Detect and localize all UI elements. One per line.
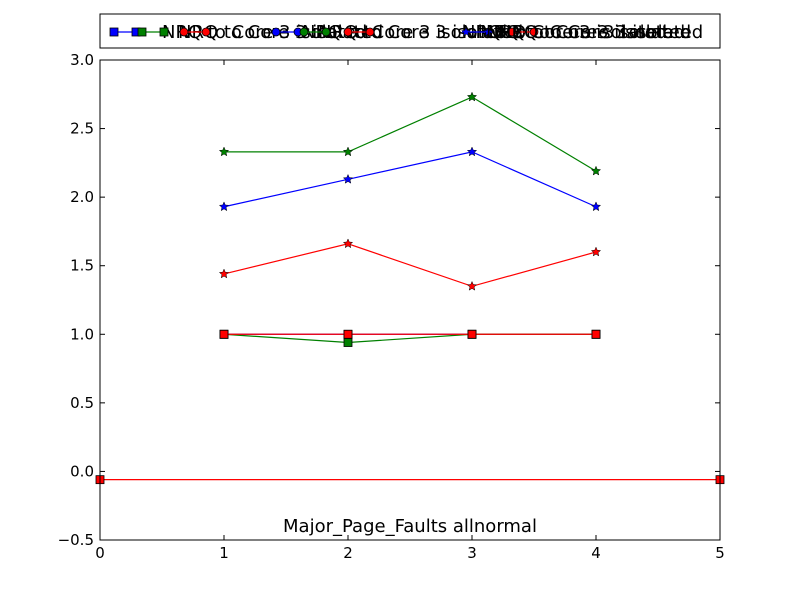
legend-marker [529, 27, 539, 37]
data-point [218, 146, 230, 157]
data-point [590, 201, 602, 212]
legend-entry: NRQ to Core 3 isolated [498, 22, 703, 43]
series-line [223, 333, 596, 344]
y-tick-label: 1.0 [70, 325, 94, 343]
y-tick-label: 0.5 [70, 394, 94, 412]
data-point [342, 173, 354, 184]
y-tick-label: 0.0 [70, 462, 94, 480]
data-point [466, 280, 478, 291]
y-tick-label: 1.5 [70, 257, 94, 275]
x-tick-label: 3 [467, 544, 477, 562]
legend-marker [461, 26, 471, 37]
legend-marker [483, 26, 493, 37]
legend-label: NRQ to Core 3 isolated [498, 22, 703, 43]
legend-marker [109, 27, 119, 37]
series-line [223, 151, 597, 208]
legend-marker [321, 27, 331, 37]
series-2 [219, 329, 601, 347]
series-5 [218, 91, 602, 176]
data-point [466, 91, 478, 102]
axes: 0 1 2 3 4 5 −0.5 0.0 0.5 1.0 1.5 2.0 2.5 3.0 [58, 51, 725, 562]
legend-marker [343, 27, 353, 37]
legend-marker [365, 27, 375, 37]
legend-marker [299, 27, 309, 37]
legend-entry: NRQ to Core 3 isolated [343, 22, 685, 43]
y-tick-label: 2.5 [70, 120, 94, 138]
legend-label: NRQ to Core 3 isolated [486, 22, 691, 43]
x-tick-label: 4 [591, 544, 601, 562]
legend-label: NRQ to Core 3 isolated [162, 22, 367, 43]
series-line [224, 96, 597, 172]
legend-marker [179, 27, 189, 37]
data-point [590, 246, 602, 257]
y-tick-label: −0.5 [58, 531, 94, 549]
data-point [343, 338, 353, 347]
series-4 [218, 146, 602, 212]
series-line [223, 243, 597, 287]
legend-label: NRQ to Core 3 isolated [462, 22, 667, 43]
legend-entry: NRQ to Core 3 isolated [109, 22, 367, 43]
plot-series [95, 91, 725, 485]
legend-label: NRQ to Core 3 isolated [302, 22, 507, 43]
legend-marker [137, 27, 147, 37]
chart-title: Major_Page_Faults allnormal [283, 516, 537, 537]
data-point [218, 201, 230, 212]
data-point [466, 146, 478, 157]
data-point [591, 329, 601, 339]
legend-entry: NRQ to Core 3 isolated [179, 22, 507, 43]
data-point [219, 329, 229, 339]
plot-frame [99, 59, 721, 541]
data-point [342, 238, 354, 249]
legend-entry: NRQ to Core 3 isolated [271, 22, 523, 43]
data-point [342, 146, 354, 157]
legend-label: NRQ to Core 3 isolated [480, 22, 685, 43]
series-3 [219, 329, 601, 339]
data-point [343, 329, 353, 339]
legend-entry: NRQ to Core 3 isolated [299, 22, 667, 43]
series-6 [218, 238, 602, 291]
legend-label: NRQ to Core 3 isolated [318, 22, 523, 43]
data-point [218, 268, 230, 279]
x-tick-label: 2 [343, 544, 353, 562]
legend-marker [507, 27, 517, 37]
legend-entry: NRQ to Core 3 isolated [461, 22, 691, 43]
x-tick-label: 1 [219, 544, 229, 562]
legend-marker [271, 27, 281, 37]
legend-marker [159, 27, 169, 37]
y-tick-label: 3.0 [70, 51, 94, 69]
x-tick-label: 5 [715, 544, 725, 562]
x-tick-label: 0 [95, 544, 105, 562]
y-tick-label: 2.0 [70, 188, 94, 206]
data-point [590, 165, 602, 176]
series-7 [95, 475, 725, 485]
data-point [467, 329, 477, 339]
legend-marker [201, 27, 211, 37]
